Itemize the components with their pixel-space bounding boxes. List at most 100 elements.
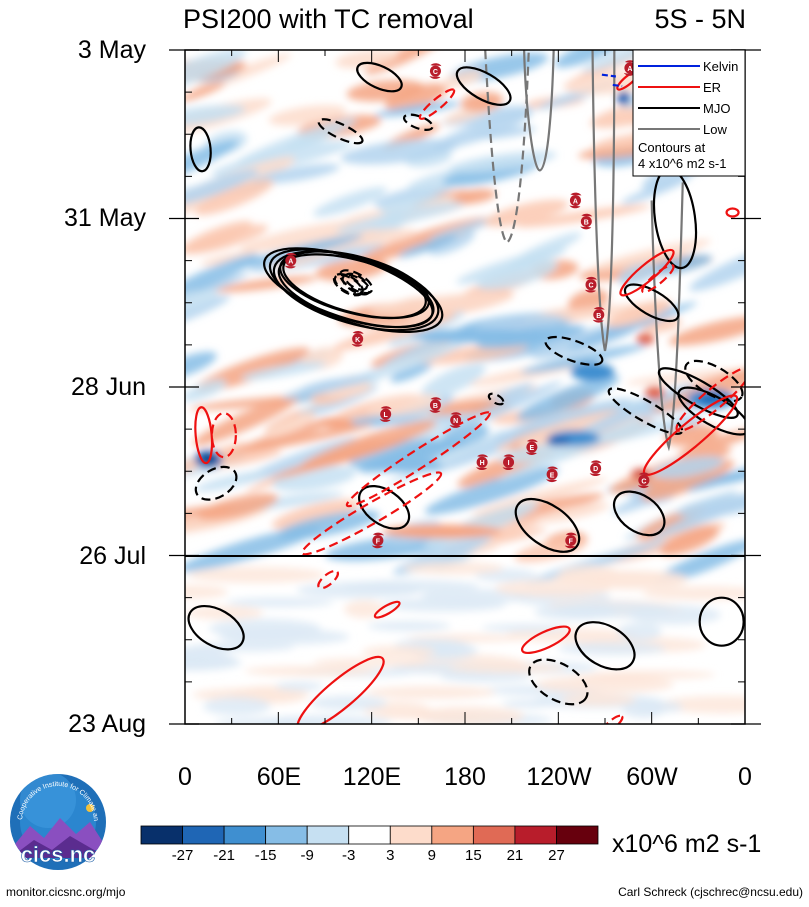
anomaly-blob [634,700,683,713]
anomaly-blob [244,666,376,677]
kelvin-contour [601,73,623,88]
tc-body [580,216,592,228]
region-label: 5S - 5N [654,4,746,34]
mjo-contour [612,490,666,537]
anomaly-blob [263,412,316,438]
legend-entry-mjo: MJO [638,101,730,116]
anomaly-blob [343,339,469,387]
tc-swirl [564,532,577,549]
anomaly-blob [390,361,433,383]
anomaly-blob [185,50,247,94]
x-tick-label: 120W [526,763,592,791]
mjo-contour [338,269,374,295]
anomaly-core [317,418,354,429]
y-tick-label: 28 Jun [71,373,146,401]
tc-label: C [433,69,438,76]
tc-marker: B [429,397,442,413]
anomaly-blob [185,654,242,671]
anomaly-blob [441,69,484,89]
tc-body [593,309,605,321]
anomaly-blob [398,234,458,258]
anomaly-blob [520,344,647,374]
anomaly-blob [190,53,292,93]
anomaly-blob [340,139,458,165]
anomaly-blob [506,628,640,643]
x-tick-label: 180 [444,763,486,791]
anomaly-blob [497,436,615,481]
anomaly-blob [234,118,357,166]
er-contour [418,88,456,120]
er-contour [520,625,571,655]
tc-marker: F [564,532,577,549]
anomaly-blob [652,456,724,479]
anomaly-blob [413,706,525,724]
colorbar-swatch [389,825,433,845]
tc-swirl [429,63,442,79]
footer-credit: Carl Schreck (cjschrec@ncsu.edu) [618,885,803,899]
anomaly-blob [185,82,226,102]
er-contour [210,412,237,459]
legend: Kelvin ER MJO Low Contours at 4 x10^6 m2… [632,49,746,177]
tc-marker: K [351,331,364,347]
anomaly-blob [403,561,504,575]
mjo-contour [607,387,684,435]
tc-body [429,399,441,411]
er-contour [317,569,339,590]
tc-marker: L [379,406,392,422]
legend-note: 4 x10^6 m2 s-1 [638,156,726,171]
mjo-contour [544,335,604,366]
tc-swirl [569,192,582,209]
colorbar-label: -15 [255,847,277,864]
y-tick-label: 26 Jul [79,542,146,570]
tc-marker: C [429,63,442,79]
anomaly-core [381,524,502,539]
er-contour [373,600,401,619]
tc-body [585,279,597,291]
anomaly-blob [312,657,427,667]
colorbar-label: 21 [507,847,524,864]
anomaly-core [410,328,551,343]
anomaly-blob [361,645,436,658]
mjo-contour [317,118,364,145]
er-contour [641,264,675,294]
tc-label: B [584,220,589,227]
x-tick-label: 0 [178,763,192,791]
anomaly-blob [240,361,327,380]
mjo-contour [272,250,440,332]
anomaly-blob [517,204,651,228]
anomaly-blob [471,477,608,516]
tc-swirl [476,454,489,471]
colorbar-swatch [140,825,183,845]
tc-swirl [592,306,605,323]
anomaly-blob [494,398,632,442]
chart-title: PSI200 with TC removal [183,4,474,34]
anomaly-blob [344,600,385,619]
svg-text:Cooperative Institute for Clim: Cooperative Institute for Climate and Sa… [0,0,99,821]
mjo-contour [356,61,403,93]
anomaly-blob [557,642,666,656]
er-contour [345,411,491,508]
anomaly-core [636,332,655,345]
colorbar: -27 -21 -15 -9 -3 3 9 15 21 27 [140,825,599,864]
anomaly-blob [185,169,259,206]
tc-swirl [637,472,650,489]
legend-label: ER [703,80,721,95]
er-contour [296,655,385,724]
anomaly-blob [335,202,464,234]
mjo-contour [528,658,589,706]
anomaly-blob [495,579,612,598]
anomaly-blob [235,234,364,268]
colorbar-swatch [556,825,599,845]
anomaly-blob [200,250,257,266]
legend-entry-low: Low [638,122,727,137]
colorbar-swatch [472,825,516,845]
anomaly-blob [185,584,228,599]
anomaly-blob [275,681,324,691]
tc-marker: F [371,532,384,549]
anomaly-blob [185,105,246,127]
anomaly-blob [686,457,745,492]
anomaly-blob [689,241,745,292]
tc-body [638,474,650,486]
anomaly-blob [642,586,745,601]
